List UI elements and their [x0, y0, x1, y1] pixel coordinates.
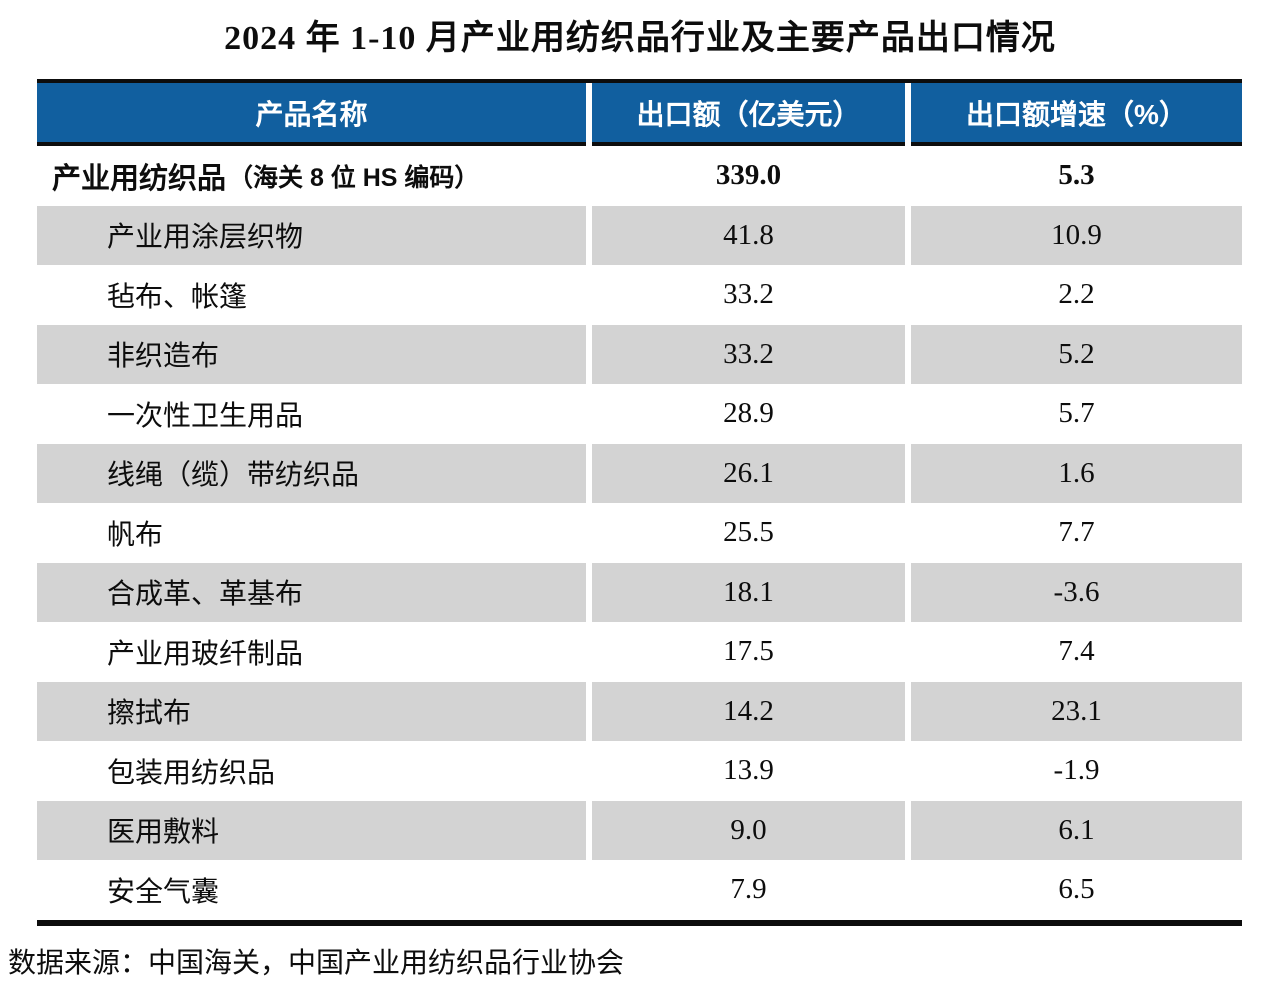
export-value: 28.9 — [592, 384, 905, 444]
growth-value: 6.5 — [911, 860, 1242, 920]
export-value: 18.1 — [592, 562, 905, 622]
export-value: 33.2 — [592, 265, 905, 325]
total-row-hs-note: （海关 8 位 HS 编码） — [228, 163, 480, 192]
table-row: 合成革、革基布 18.1 -3.6 — [37, 562, 1242, 622]
total-row-name: 产业用纺织品 — [52, 162, 227, 195]
product-name: 包装用纺织品 — [37, 741, 586, 801]
product-name: 非织造布 — [37, 324, 586, 384]
growth-value: 2.2 — [911, 265, 1242, 325]
growth-value: 6.1 — [911, 800, 1242, 860]
growth-value: 1.6 — [911, 443, 1242, 503]
table-row: 毡布、帐篷 33.2 2.2 — [37, 265, 1242, 325]
export-value: 9.0 — [592, 800, 905, 860]
growth-value: 5.7 — [911, 384, 1242, 444]
col-header-product-name: 产品名称 — [37, 83, 586, 146]
table-row: 帆布 25.5 7.7 — [37, 503, 1242, 563]
table-row-total: 产业用纺织品 （海关 8 位 HS 编码） 339.0 5.3 — [37, 146, 1242, 206]
export-value: 41.8 — [592, 205, 905, 265]
table-row: 包装用纺织品 13.9 -1.9 — [37, 741, 1242, 801]
table-row: 医用敷料 9.0 6.1 — [37, 800, 1242, 860]
table-header: 产品名称 出口额（亿美元） 出口额增速（%） — [37, 83, 1242, 146]
product-name: 线绳（缆）带纺织品 — [37, 443, 586, 503]
data-source: 数据来源：中国海关，中国产业用纺织品行业协会 — [8, 948, 625, 979]
growth-value: 7.4 — [911, 622, 1242, 682]
growth-value: -1.9 — [911, 741, 1242, 801]
table-row: 线绳（缆）带纺织品 26.1 1.6 — [37, 443, 1242, 503]
table-row: 一次性卫生用品 28.9 5.7 — [37, 384, 1242, 444]
product-name: 安全气囊 — [37, 860, 586, 920]
product-name: 一次性卫生用品 — [37, 384, 586, 444]
table-row: 非织造布 33.2 5.2 — [37, 324, 1242, 384]
table-row: 产业用玻纤制品 17.5 7.4 — [37, 622, 1242, 682]
product-name: 医用敷料 — [37, 800, 586, 860]
page-title: 2024 年 1-10 月产业用纺织品行业及主要产品出口情况 — [224, 20, 1056, 57]
growth-value: -3.6 — [911, 562, 1242, 622]
col-header-export-value: 出口额（亿美元） — [592, 83, 905, 146]
export-value: 33.2 — [592, 324, 905, 384]
product-name: 帆布 — [37, 503, 586, 563]
growth-value: 5.2 — [911, 324, 1242, 384]
export-value: 13.9 — [592, 741, 905, 801]
export-value: 26.1 — [592, 443, 905, 503]
product-name: 产业用涂层织物 — [37, 205, 586, 265]
product-name: 擦拭布 — [37, 681, 586, 741]
product-name: 合成革、革基布 — [37, 562, 586, 622]
table-row: 擦拭布 14.2 23.1 — [37, 681, 1242, 741]
export-table: 产品名称 出口额（亿美元） 出口额增速（%） 产业用纺织品 （海关 8 位 HS … — [37, 79, 1242, 926]
total-row-growth-value: 5.3 — [911, 146, 1242, 206]
growth-value: 7.7 — [911, 503, 1242, 563]
table-row: 安全气囊 7.9 6.5 — [37, 860, 1242, 920]
table-body: 产业用涂层织物 41.8 10.9 毡布、帐篷 33.2 2.2 非织造布 33.2 5.2 一次… — [37, 205, 1242, 920]
export-value: 14.2 — [592, 681, 905, 741]
export-value: 17.5 — [592, 622, 905, 682]
growth-value: 10.9 — [911, 205, 1242, 265]
growth-value: 23.1 — [911, 681, 1242, 741]
col-header-growth-rate: 出口额增速（%） — [911, 83, 1242, 146]
total-row-name-cell: 产业用纺织品 （海关 8 位 HS 编码） — [37, 146, 586, 206]
product-name: 毡布、帐篷 — [37, 265, 586, 325]
table-row: 产业用涂层织物 41.8 10.9 — [37, 205, 1242, 265]
export-value: 7.9 — [592, 860, 905, 920]
export-value: 25.5 — [592, 503, 905, 563]
total-row-export-value: 339.0 — [592, 146, 905, 206]
product-name: 产业用玻纤制品 — [37, 622, 586, 682]
